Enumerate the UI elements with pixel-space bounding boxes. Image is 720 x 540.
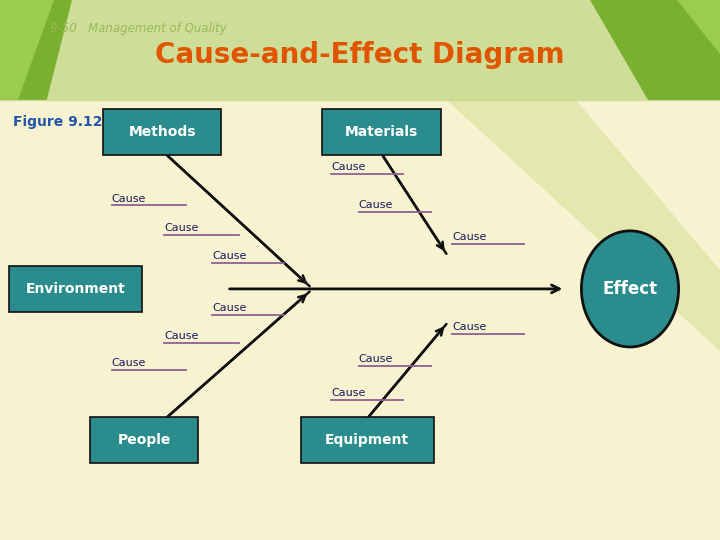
- Polygon shape: [0, 0, 72, 100]
- Text: People: People: [117, 433, 171, 447]
- FancyBboxPatch shape: [103, 109, 222, 156]
- Text: Cause: Cause: [112, 193, 146, 204]
- Text: Equipment: Equipment: [325, 433, 409, 447]
- Text: Methods: Methods: [128, 125, 196, 139]
- Text: 9-50   Management of Quality: 9-50 Management of Quality: [50, 22, 227, 35]
- Text: Cause: Cause: [331, 388, 366, 398]
- Text: Cause: Cause: [452, 232, 487, 242]
- Text: Environment: Environment: [26, 282, 125, 296]
- Text: Cause: Cause: [331, 162, 366, 172]
- Bar: [0, 0, 720, 100]
- Bar: [0, 100, 720, 540]
- Text: Cause: Cause: [164, 331, 199, 341]
- FancyBboxPatch shape: [323, 109, 441, 156]
- Text: Figure 9.12: Figure 9.12: [13, 115, 102, 129]
- Text: Cause: Cause: [359, 200, 393, 210]
- Text: Cause: Cause: [164, 223, 199, 233]
- Text: Cause: Cause: [112, 358, 146, 368]
- FancyBboxPatch shape: [301, 417, 433, 463]
- Text: Materials: Materials: [345, 125, 418, 139]
- FancyBboxPatch shape: [90, 417, 198, 463]
- Text: Cause-and-Effect Diagram: Cause-and-Effect Diagram: [156, 42, 564, 69]
- Text: Cause: Cause: [212, 303, 247, 313]
- FancyBboxPatch shape: [9, 266, 143, 312]
- Text: Cause: Cause: [359, 354, 393, 364]
- Polygon shape: [0, 0, 54, 100]
- Polygon shape: [446, 100, 720, 351]
- Polygon shape: [677, 0, 720, 54]
- Text: Effect: Effect: [603, 280, 657, 298]
- Text: Cause: Cause: [212, 251, 247, 261]
- Polygon shape: [0, 0, 35, 65]
- Text: Cause: Cause: [452, 322, 487, 332]
- Polygon shape: [590, 0, 720, 100]
- Ellipse shape: [582, 231, 679, 347]
